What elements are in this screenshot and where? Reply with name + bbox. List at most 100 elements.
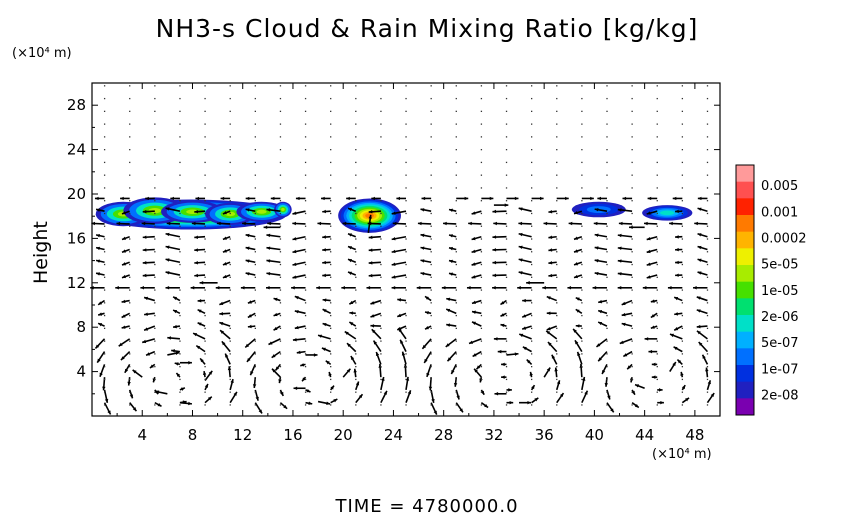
wind-vector-head (121, 262, 126, 266)
grid-dot (480, 225, 483, 227)
grid-dot (204, 263, 206, 266)
wind-vector-head (492, 209, 497, 214)
grid-dot (405, 212, 407, 215)
wind-vector-head (348, 271, 352, 275)
grid-dot (103, 225, 106, 227)
colorbar-swatch (736, 365, 754, 383)
wind-vector-head (381, 377, 385, 381)
colorbar-label: 2e-06 (761, 310, 799, 325)
wind-vector-head (219, 301, 224, 305)
wind-vector-head (594, 259, 599, 263)
grid-dot (254, 302, 256, 304)
wind-vector-head (220, 330, 225, 334)
grid-dot (330, 161, 332, 164)
grid-dot (531, 404, 533, 406)
wind-vector-head (707, 380, 711, 385)
grid-dot (254, 353, 256, 355)
grid-dot (556, 263, 558, 266)
wind-vector-head (675, 273, 679, 277)
grid-dot (279, 251, 282, 253)
grid-dot (304, 136, 307, 138)
grid-dot (103, 263, 106, 266)
wind-vector-head (193, 333, 198, 337)
grid-dot (681, 212, 684, 215)
grid-dot (380, 314, 382, 317)
grid-dot (304, 212, 307, 215)
grid-dot (330, 200, 332, 202)
grid-dot (405, 314, 407, 317)
grid-dot (531, 212, 533, 215)
wind-vector-head (322, 235, 326, 239)
wind-vector-head (266, 208, 271, 212)
wind-vector-head (344, 331, 349, 335)
wind-vector-head (622, 196, 627, 201)
wind-vector-head (318, 334, 322, 338)
grid-dot (656, 225, 658, 227)
wind-vector-head (522, 326, 527, 330)
wind-vector-head (115, 286, 119, 290)
grid-dot (480, 353, 483, 355)
grid-dot (355, 225, 357, 227)
grid-dot (480, 340, 483, 342)
grid-dot (606, 123, 608, 125)
wind-vector-head (142, 339, 147, 344)
grid-dot (556, 212, 558, 215)
grid-dot (681, 378, 684, 381)
grid-dot (606, 149, 608, 151)
grid-dot (505, 276, 508, 278)
wind-vector-head (644, 337, 649, 341)
grid-dot (505, 327, 508, 330)
grid-dot (179, 302, 181, 304)
wind-vector-head (417, 221, 422, 226)
grid-dot (380, 161, 382, 164)
grid-dot (480, 263, 483, 266)
wind-vector-head (548, 210, 553, 214)
grid-dot (129, 110, 131, 113)
grid-dot (505, 263, 508, 266)
wind-vector-head (124, 368, 129, 373)
wind-vector-head (443, 221, 447, 226)
wind-vector-head (165, 207, 170, 211)
wind-vector-head (280, 391, 284, 396)
grid-dot (103, 302, 106, 304)
wind-vector-head (197, 309, 202, 313)
wind-vector-head (294, 325, 299, 330)
wind-vector-head (173, 324, 177, 329)
grid-dot (380, 187, 382, 189)
wind-vector-head (650, 325, 655, 329)
grid-dot (455, 110, 457, 113)
grid-dot (706, 314, 709, 317)
wind-vector-head (195, 196, 200, 201)
grid-dot (505, 136, 508, 138)
grid-dot (681, 263, 684, 266)
wind-vector-head (370, 324, 375, 328)
grid-dot (656, 353, 658, 355)
wind-vector-head (292, 237, 297, 241)
grid-dot (480, 251, 483, 253)
wind-vector-head (188, 360, 192, 365)
wind-vector-head (527, 400, 532, 405)
grid-dot (129, 225, 131, 227)
grid-dot (430, 238, 432, 240)
grid-dot (581, 289, 583, 291)
grid-dot (380, 200, 382, 202)
grid-dot (581, 251, 583, 253)
grid-dot (581, 404, 583, 406)
grid-dot (631, 289, 633, 291)
grid-dot (279, 366, 282, 368)
wind-vector-head (219, 322, 224, 326)
grid-dot (581, 110, 583, 113)
colorbar-label: 1e-07 (761, 362, 799, 377)
wind-vector-head (619, 340, 624, 344)
grid-dot (606, 289, 608, 291)
wind-vector-head (471, 310, 476, 314)
grid-dot (279, 391, 282, 393)
wind-vector-head (144, 327, 149, 331)
grid-dot (706, 263, 709, 266)
grid-dot (154, 263, 156, 266)
grid-dot (455, 391, 457, 393)
grid-dot (581, 340, 583, 342)
grid-dot (380, 378, 382, 381)
grid-dot (204, 314, 206, 317)
grid-dot (531, 378, 533, 381)
